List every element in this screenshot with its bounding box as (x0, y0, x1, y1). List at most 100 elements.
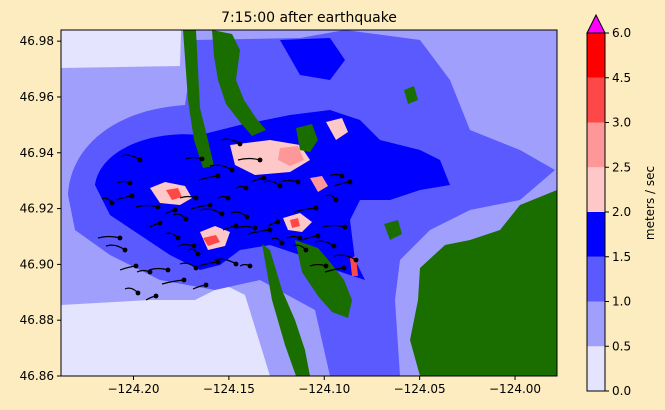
speed-band-6b (203, 235, 220, 246)
plot-frame (60, 29, 558, 377)
colorbar-segment (587, 122, 605, 168)
colorbar-tick-label: 6.0 (612, 26, 631, 40)
y-tick-label: 46.88 (20, 313, 54, 327)
colorbar-tick-label: 2.5 (612, 160, 631, 174)
particle-marker (195, 251, 201, 257)
colorbar-segment (587, 346, 605, 391)
particle-marker (155, 204, 161, 210)
colorbar-tick-label: 1.0 (612, 295, 631, 309)
particle-marker (215, 259, 221, 265)
map-plot (61, 30, 557, 376)
land-east (410, 190, 557, 376)
chart-title: 7:15:00 after earthquake (221, 10, 397, 26)
speed-band-4e (326, 118, 348, 140)
colorbar-tick-label: 0.0 (612, 384, 631, 398)
y-tick-label: 46.92 (20, 202, 54, 216)
colorbar-segment (587, 77, 605, 123)
x-tick-label: −124.15 (203, 382, 255, 396)
particle-marker (347, 179, 353, 185)
particle-marker (244, 214, 250, 220)
particle-marker (233, 261, 239, 267)
particle-marker (193, 195, 199, 201)
particle-marker (303, 247, 309, 253)
particle-marker (181, 277, 187, 283)
particle-marker (247, 263, 253, 269)
particle-marker (261, 175, 267, 181)
particle-marker (219, 211, 225, 217)
colorbar-tick-label: 4.5 (612, 71, 631, 85)
y-tick-label: 46.86 (20, 369, 54, 383)
particle-marker (315, 233, 321, 239)
particle-marker (191, 243, 197, 249)
particle-marker (331, 243, 337, 249)
particle-marker (229, 167, 235, 173)
particle-marker (109, 200, 115, 206)
particle-tracks (97, 138, 359, 301)
particle-marker (267, 227, 273, 233)
particle-marker (122, 247, 128, 253)
colorbar-segment (587, 256, 605, 302)
colorbar-label: meters / sec (643, 166, 657, 240)
x-tick-label: −124.05 (394, 382, 446, 396)
particle-marker (215, 173, 221, 179)
particle-marker (183, 216, 189, 222)
colorbar-segment (587, 212, 605, 257)
particle-marker (203, 282, 209, 288)
particle-marker (333, 197, 339, 203)
particle-marker (257, 157, 263, 163)
particle-marker (157, 220, 163, 226)
speed-band-6 (166, 188, 182, 200)
particle-marker (147, 269, 153, 275)
particle-marker (193, 265, 199, 271)
colorbar-tick-label: 1.5 (612, 250, 631, 264)
particle-marker (237, 141, 243, 147)
particle-marker (165, 267, 171, 273)
y-tick-label: 46.94 (20, 146, 54, 160)
y-tick-label: 46.90 (20, 257, 54, 271)
land-north-island (296, 124, 318, 152)
particle-marker (297, 235, 303, 241)
x-axis: −124.20 −124.15 −124.10 −124.05 −124.00 (107, 376, 541, 396)
particle-marker (339, 173, 345, 179)
particle-marker (175, 235, 181, 241)
particle-marker (133, 263, 139, 269)
colorbar-tick-label: 2.0 (612, 205, 631, 219)
speed-band-5 (278, 146, 304, 166)
x-tick-label: −124.20 (107, 382, 159, 396)
land-east-islet-2 (404, 86, 418, 104)
particle-marker (353, 257, 359, 263)
land-south-marsh (295, 240, 352, 318)
speed-band-5b (310, 176, 328, 192)
particle-marker (243, 185, 249, 191)
particle-marker (275, 219, 281, 225)
particle-marker (225, 195, 231, 201)
particle-marker (295, 179, 301, 185)
x-tick-label: −124.00 (489, 382, 541, 396)
colorbar: 0.0 0.5 1.0 1.5 2.0 2.5 3.0 4.5 6.0 (586, 13, 631, 398)
particle-marker (323, 263, 329, 269)
particle-marker (277, 183, 283, 189)
land-east-islet (384, 220, 402, 240)
colorbar-segment (587, 33, 605, 78)
y-tick-label: 46.96 (20, 90, 54, 104)
colorbar-tick-label: 3.0 (612, 116, 631, 130)
particle-marker (313, 205, 319, 211)
colorbar-segment (587, 167, 605, 212)
speed-band-3 (95, 110, 450, 280)
particle-marker (153, 293, 159, 299)
particle-marker (135, 290, 141, 296)
particle-marker (172, 207, 178, 213)
particle-marker (129, 193, 135, 199)
particle-marker (252, 225, 258, 231)
x-tick-label: −124.10 (298, 382, 350, 396)
particle-marker (342, 224, 348, 230)
land-north-spit (183, 30, 214, 168)
colorbar-segment (587, 301, 605, 347)
land-south-spit (262, 244, 310, 376)
colorbar-extend-arrow (586, 13, 606, 34)
particle-marker (117, 235, 123, 241)
speed-band-2-south (330, 300, 385, 376)
land-north-marsh (212, 30, 266, 136)
particle-marker (127, 180, 133, 186)
